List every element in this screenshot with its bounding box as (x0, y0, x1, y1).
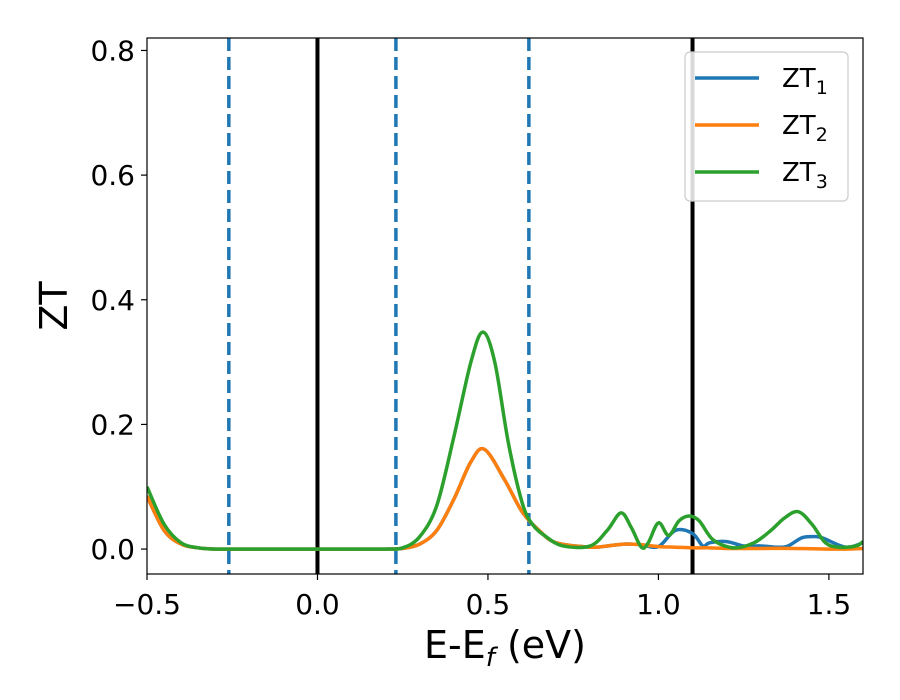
y-tick-label: 0.0 (90, 533, 135, 566)
y-axis-ticks: 0.0 0.2 0.4 0.6 0.8 (90, 34, 147, 566)
legend-label-2: ZT2 (782, 111, 828, 146)
series-line-3 (147, 330, 863, 551)
y-tick-label: 0.6 (90, 159, 135, 192)
y-axis-label: ZT (32, 281, 76, 331)
series-line-1 (147, 446, 863, 551)
legend: ZT1 ZT2 ZT3 (684, 51, 849, 202)
y-tick-label: 0.8 (90, 34, 135, 67)
legend-label-1: ZT1 (782, 64, 828, 99)
y-tick-label: 0.4 (90, 284, 135, 317)
series-lines (147, 330, 863, 551)
legend-label-3: ZT3 (782, 158, 828, 193)
series-line-2 (147, 446, 863, 551)
x-axis-ticks: −0.5 0.0 0.5 1.0 1.5 (113, 574, 851, 621)
x-tick-label: −0.5 (113, 588, 181, 621)
x-axis-label-unit: (eV) (495, 623, 586, 667)
plot-frame (146, 37, 864, 575)
x-tick-label: 1.5 (807, 588, 852, 621)
x-axis-label: E-Ef (eV) (424, 623, 586, 673)
vertical-reference-lines (227, 38, 695, 574)
legend-box (684, 51, 849, 202)
x-axis-label-main: E-E (424, 623, 486, 667)
y-tick-label: 0.2 (90, 408, 135, 441)
x-tick-label: 1.0 (636, 588, 681, 621)
x-tick-label: 0.5 (466, 588, 511, 621)
x-tick-label: 0.0 (295, 588, 340, 621)
